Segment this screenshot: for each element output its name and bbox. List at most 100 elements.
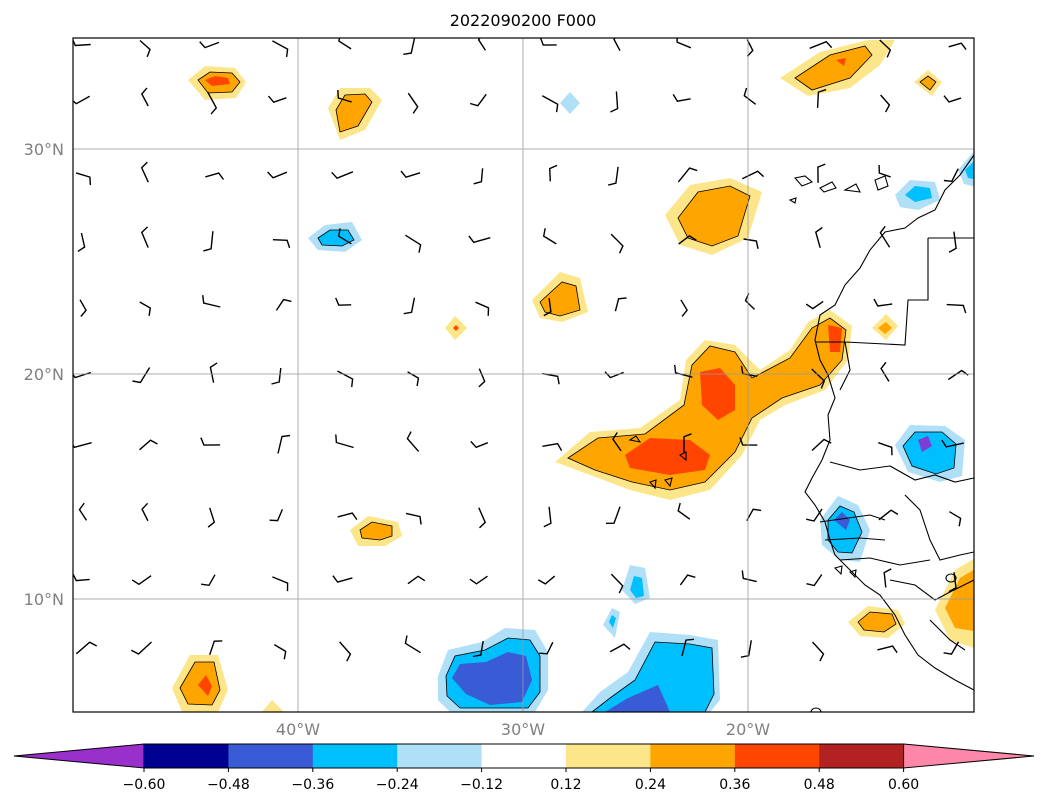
wind-barb: [271, 367, 282, 385]
contour-line: [794, 45, 873, 91]
positive-anomaly-max-1: [625, 438, 710, 475]
positive-blob-bottom: [262, 700, 284, 712]
negative-anomaly-blob-32n: [560, 92, 580, 114]
cape-verde-islands: [628, 435, 687, 490]
wind-barb: [610, 233, 624, 254]
negative-anomaly-corner-ne-core: [965, 161, 974, 179]
contour-line: [359, 521, 393, 541]
colorbar-bin: [819, 744, 905, 768]
wind-barb: [609, 643, 631, 653]
negative-anomaly-south-2-inner: [605, 685, 670, 712]
wind-barb: [141, 502, 149, 522]
positive-blob-9n-east-core: [858, 612, 896, 632]
colorbar-ticks: −0.60 −0.48 −0.36 −0.24 −0.12 0.12 0.24 0.36 0.4…: [123, 768, 919, 793]
wind-barb: [680, 299, 688, 317]
positive-blob-sw-max: [198, 675, 212, 696]
lon-label-40w: 40°W: [276, 720, 320, 739]
wind-barb: [543, 298, 552, 317]
wind-barb: [139, 39, 151, 58]
wind-barb: [614, 297, 627, 312]
positive-blob-se-edge-core: [945, 569, 974, 632]
wind-barb: [400, 170, 421, 179]
contour-line: [919, 75, 937, 91]
wind-barb: [879, 225, 891, 248]
colorbar-bin: [650, 744, 736, 768]
wind-barb: [468, 235, 491, 244]
colorbar-tick-label: −0.24: [376, 777, 419, 793]
wind-barb: [878, 442, 893, 456]
wind-barb: [407, 92, 419, 114]
wind-barb: [140, 161, 149, 183]
wind-barb: [943, 168, 959, 183]
wind-barb: [469, 575, 488, 585]
wind-barb: [678, 235, 697, 245]
wind-barb: [814, 226, 823, 248]
positive-blob-ne-max: [836, 58, 846, 66]
wind-barb: [139, 301, 152, 317]
lat-label-30n: 30°N: [24, 140, 64, 159]
wind-barb: [337, 228, 352, 245]
colorbar-tick-label: −0.12: [460, 777, 503, 793]
contour-line: [567, 317, 847, 491]
wind-barb: [873, 298, 893, 307]
lat-label-10n: 10°N: [24, 590, 64, 609]
wind-barb: [805, 300, 824, 310]
wind-barb: [331, 171, 354, 180]
negative-anomaly-small-1-core: [630, 576, 644, 598]
colorbar-bin: [312, 744, 398, 768]
country-border: [929, 619, 966, 651]
positive-blob-22n-max: [453, 325, 459, 331]
wind-barb: [811, 438, 832, 452]
contour-line: [902, 431, 957, 475]
wind-barb: [77, 232, 86, 252]
positive-blob-13n-core: [360, 522, 392, 540]
wind-barb: [541, 95, 559, 113]
wind-barb: [539, 38, 557, 46]
country-border: [815, 238, 929, 346]
positive-blob-small-ne-core: [920, 76, 936, 90]
wind-barb: [683, 433, 692, 454]
wind-barb: [806, 574, 823, 587]
colorbar-bins: [13, 743, 1035, 769]
colorbar-bin: [397, 744, 483, 768]
contour-line: [335, 93, 373, 133]
colorbar-tick-label: −0.36: [291, 777, 334, 793]
negative-anomaly-south-1-inner: [452, 652, 532, 705]
wind-barb: [948, 572, 957, 593]
colorbar-bin: [481, 744, 567, 768]
wind-barb: [335, 297, 352, 306]
wind-barb: [272, 576, 289, 592]
wind-barb: [543, 506, 552, 528]
negative-anomaly-senegal-inner: [834, 512, 850, 530]
map-title: 2022090200 F000: [450, 11, 597, 30]
wind-barb: [943, 95, 962, 103]
wind-barb: [816, 88, 827, 108]
wind-barb: [130, 641, 152, 655]
wind-barb: [880, 361, 890, 382]
positive-blob-32n-core: [336, 94, 372, 132]
wind-barb: [472, 640, 484, 658]
wind-barb: [746, 508, 762, 522]
wind-barb: [203, 231, 214, 252]
negative-anomaly-south-2-core: [592, 642, 714, 712]
wind-barb: [478, 507, 487, 529]
wind-barb: [201, 574, 216, 587]
contour-line: [591, 641, 715, 712]
wind-barb: [209, 362, 218, 383]
wind-barb: [878, 509, 899, 521]
wind-barb: [739, 437, 758, 446]
wind-barb: [405, 234, 422, 253]
wind-barb: [275, 298, 292, 311]
wind-barb: [542, 372, 560, 385]
wind-barb: [406, 431, 420, 452]
positive-anomaly-max-3: [828, 325, 842, 352]
country-border: [904, 494, 974, 561]
wind-barb: [746, 39, 754, 57]
lon-label-20w: 20°W: [726, 720, 770, 739]
wind-barb: [741, 170, 765, 180]
wind-barb: [941, 439, 964, 448]
wind-barb: [78, 502, 88, 521]
country-border: [824, 537, 886, 541]
coastlines: [628, 154, 974, 712]
wind-barb: [677, 502, 691, 520]
